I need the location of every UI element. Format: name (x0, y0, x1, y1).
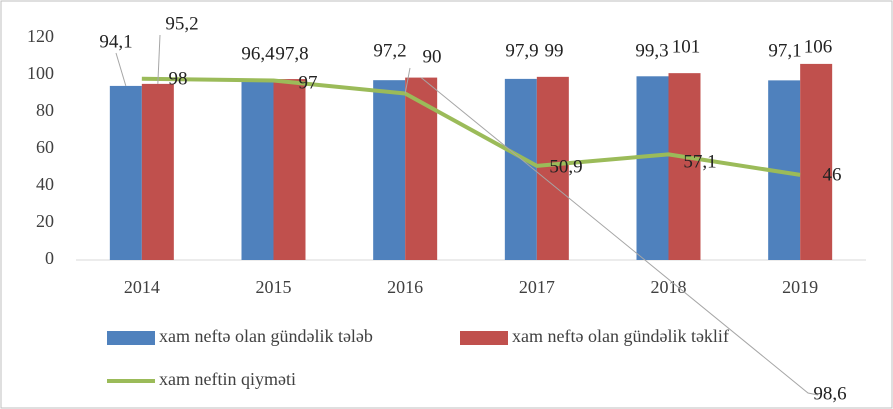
y-tick-label: 120 (27, 26, 54, 46)
data-label: 98 (169, 68, 188, 89)
data-label: 46 (823, 164, 842, 185)
bar (109, 85, 142, 260)
data-label: 98,6 (813, 383, 846, 404)
y-tick-label: 100 (27, 63, 54, 83)
leader-line (420, 77, 819, 396)
x-tick-label: 2014 (124, 277, 160, 297)
data-label: 106 (804, 36, 833, 57)
data-label: 96,4 (241, 43, 275, 64)
data-label: 50,9 (549, 156, 582, 177)
bar (405, 77, 438, 260)
x-tick-label: 2018 (651, 277, 687, 297)
bar (800, 63, 833, 261)
data-label: 97,9 (505, 40, 538, 61)
bar (241, 81, 274, 260)
legend-label: xam neftin qiyməti (159, 369, 296, 389)
data-label: 101 (672, 36, 701, 57)
line (141, 76, 801, 177)
data-label: 95,2 (165, 13, 198, 34)
bar (504, 78, 537, 260)
legend-label: xam neftə olan gündəlik tələb (159, 326, 373, 346)
data-label: 97,2 (373, 40, 406, 61)
legend-label: xam neftə olan gündəlik təklif (512, 326, 729, 346)
data-label: 97 (299, 72, 318, 93)
y-tick-label: 20 (36, 211, 54, 231)
y-tick-label: 0 (45, 248, 54, 268)
leader-line (404, 67, 411, 94)
legend-swatch (107, 331, 155, 345)
data-label: 97,8 (275, 43, 308, 64)
y-tick-label: 40 (36, 174, 54, 194)
bar (668, 73, 701, 261)
data-label: 99,3 (635, 40, 668, 61)
x-tick-label: 2017 (519, 277, 555, 297)
bar (373, 80, 406, 261)
data-label: 94,1 (99, 31, 132, 52)
data-label: 57,1 (683, 151, 716, 172)
x-tick-label: 2019 (782, 277, 818, 297)
y-tick-label: 60 (36, 137, 54, 157)
leader-line (115, 52, 127, 87)
bar (536, 76, 569, 260)
leader-line (157, 34, 161, 84)
bar (273, 79, 306, 260)
legend-swatch (460, 331, 508, 345)
bar (636, 76, 669, 260)
data-label: 97,1 (768, 40, 801, 61)
x-tick-label: 2016 (387, 277, 423, 297)
bar (141, 83, 174, 260)
x-tick-label: 2015 (256, 277, 292, 297)
data-label: 90 (423, 46, 442, 67)
data-label: 99 (545, 40, 564, 61)
y-tick-label: 80 (36, 100, 54, 120)
